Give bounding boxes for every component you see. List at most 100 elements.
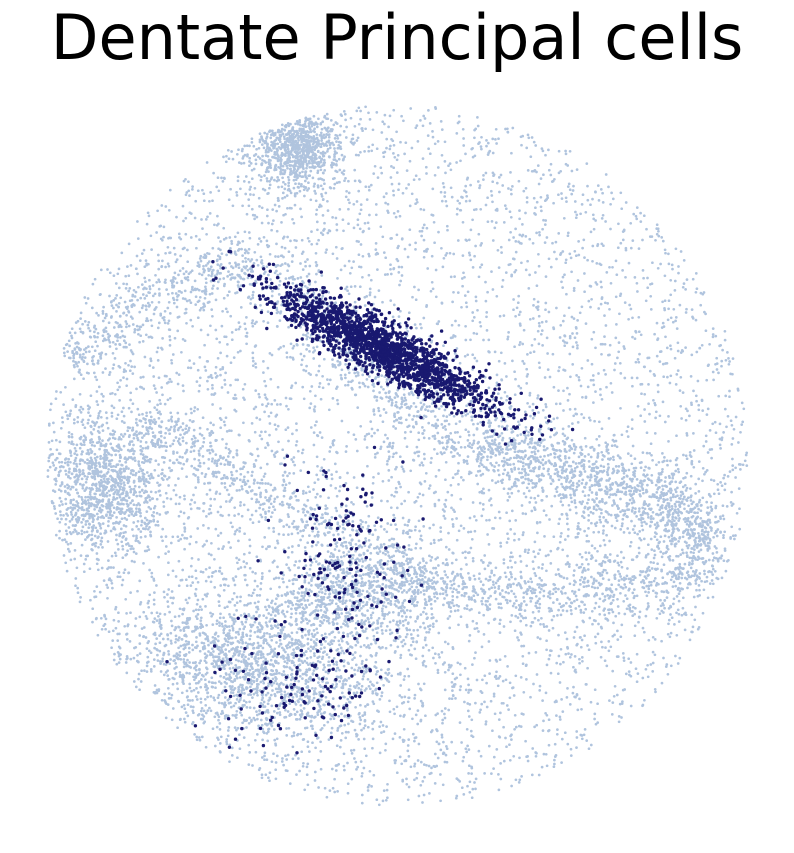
background-cell-point [457, 623, 460, 627]
background-cell-point [321, 613, 325, 617]
background-cell-point [568, 392, 571, 396]
background-cell-point [334, 216, 338, 220]
background-cell-point [411, 295, 414, 299]
background-cell-point [607, 578, 611, 582]
background-cell-point [658, 360, 662, 363]
background-cell-point [344, 176, 347, 180]
background-cell-point [169, 425, 173, 429]
background-cell-point [117, 364, 121, 368]
background-cell-point [398, 673, 402, 676]
background-cell-point [701, 466, 705, 470]
background-cell-point [404, 758, 408, 762]
background-cell-point [499, 541, 502, 545]
background-cell-point [606, 462, 610, 466]
background-cell-point [253, 186, 257, 190]
background-cell-point [197, 288, 201, 292]
background-cell-point [335, 387, 338, 390]
background-cell-point [444, 478, 447, 482]
background-cell-point [536, 396, 539, 400]
background-cell-point [381, 235, 385, 239]
background-cell-point [101, 309, 105, 313]
background-cell-point [656, 383, 660, 387]
background-cell-point [706, 533, 710, 537]
background-cell-point [264, 515, 267, 519]
background-cell-point [200, 218, 203, 221]
background-cell-point [257, 146, 261, 150]
background-cell-point [389, 523, 393, 527]
background-cell-point [376, 516, 380, 520]
background-cell-point [425, 172, 428, 175]
background-cell-point [353, 300, 357, 304]
background-cell-point [671, 493, 675, 496]
background-cell-point [468, 551, 471, 554]
background-cell-point [422, 114, 426, 118]
background-cell-point [600, 640, 603, 644]
background-cell-point [647, 402, 650, 406]
background-cell-point [413, 697, 416, 700]
background-cell-point [290, 550, 294, 554]
background-cell-point [118, 657, 122, 661]
background-cell-point [664, 665, 668, 668]
background-cell-point [334, 506, 338, 510]
background-cell-point [392, 152, 395, 155]
background-cell-point [439, 530, 443, 533]
background-cell-point [265, 239, 269, 243]
background-cell-point [663, 420, 667, 424]
background-cell-point [437, 538, 441, 542]
background-cell-point [225, 354, 229, 358]
background-cell-point [624, 201, 628, 204]
background-cell-point [353, 285, 357, 288]
background-cell-point [428, 526, 432, 530]
background-cell-point [269, 411, 273, 415]
background-cell-point [258, 506, 261, 510]
background-cell-point [300, 310, 303, 313]
background-cell-point [363, 747, 367, 751]
background-cell-point [204, 567, 208, 571]
background-cell-point [141, 304, 145, 307]
background-cell-point [211, 246, 215, 250]
background-cell-point [164, 431, 167, 435]
background-cell-point [465, 727, 469, 731]
background-cell-point [230, 150, 233, 153]
background-cell-point [259, 240, 263, 243]
background-cell-point [239, 472, 243, 476]
background-cell-point [528, 393, 532, 397]
background-cell-point [256, 454, 260, 458]
background-cell-point [480, 263, 484, 267]
background-cell-point [179, 537, 183, 541]
background-cell-point [195, 380, 199, 383]
background-cell-point [143, 355, 147, 359]
background-cell-point [353, 179, 357, 183]
background-cell-point [146, 601, 150, 605]
background-cell-point [247, 198, 251, 201]
background-cell-point [577, 588, 581, 592]
background-cell-point [372, 475, 375, 479]
background-cell-point [224, 335, 228, 339]
background-cell-point [661, 452, 664, 455]
background-cell-point [139, 385, 142, 389]
background-cell-point [564, 149, 567, 153]
background-cell-point [367, 783, 371, 787]
background-cell-point [534, 213, 537, 216]
background-cell-point [445, 359, 449, 362]
background-cell-point [340, 368, 344, 372]
background-cell-point [253, 738, 257, 742]
background-cell-point [187, 180, 190, 184]
background-cell-point [514, 250, 518, 254]
background-cell-point [471, 146, 474, 150]
background-cell-point [433, 782, 437, 785]
background-cell-point [227, 447, 231, 451]
background-cell-point [405, 169, 409, 172]
background-cell-point [373, 164, 377, 168]
background-cell-point [319, 231, 323, 235]
background-cell-point [473, 136, 476, 140]
background-cell-point [292, 472, 296, 475]
background-cell-point [588, 418, 592, 422]
background-cell-point [186, 260, 190, 264]
background-cell-point [449, 275, 453, 279]
background-cell-point [447, 422, 451, 426]
background-cell-point [278, 638, 282, 642]
background-cell-point [147, 660, 150, 664]
background-cell-point [676, 341, 680, 345]
background-cell-point [362, 573, 365, 576]
